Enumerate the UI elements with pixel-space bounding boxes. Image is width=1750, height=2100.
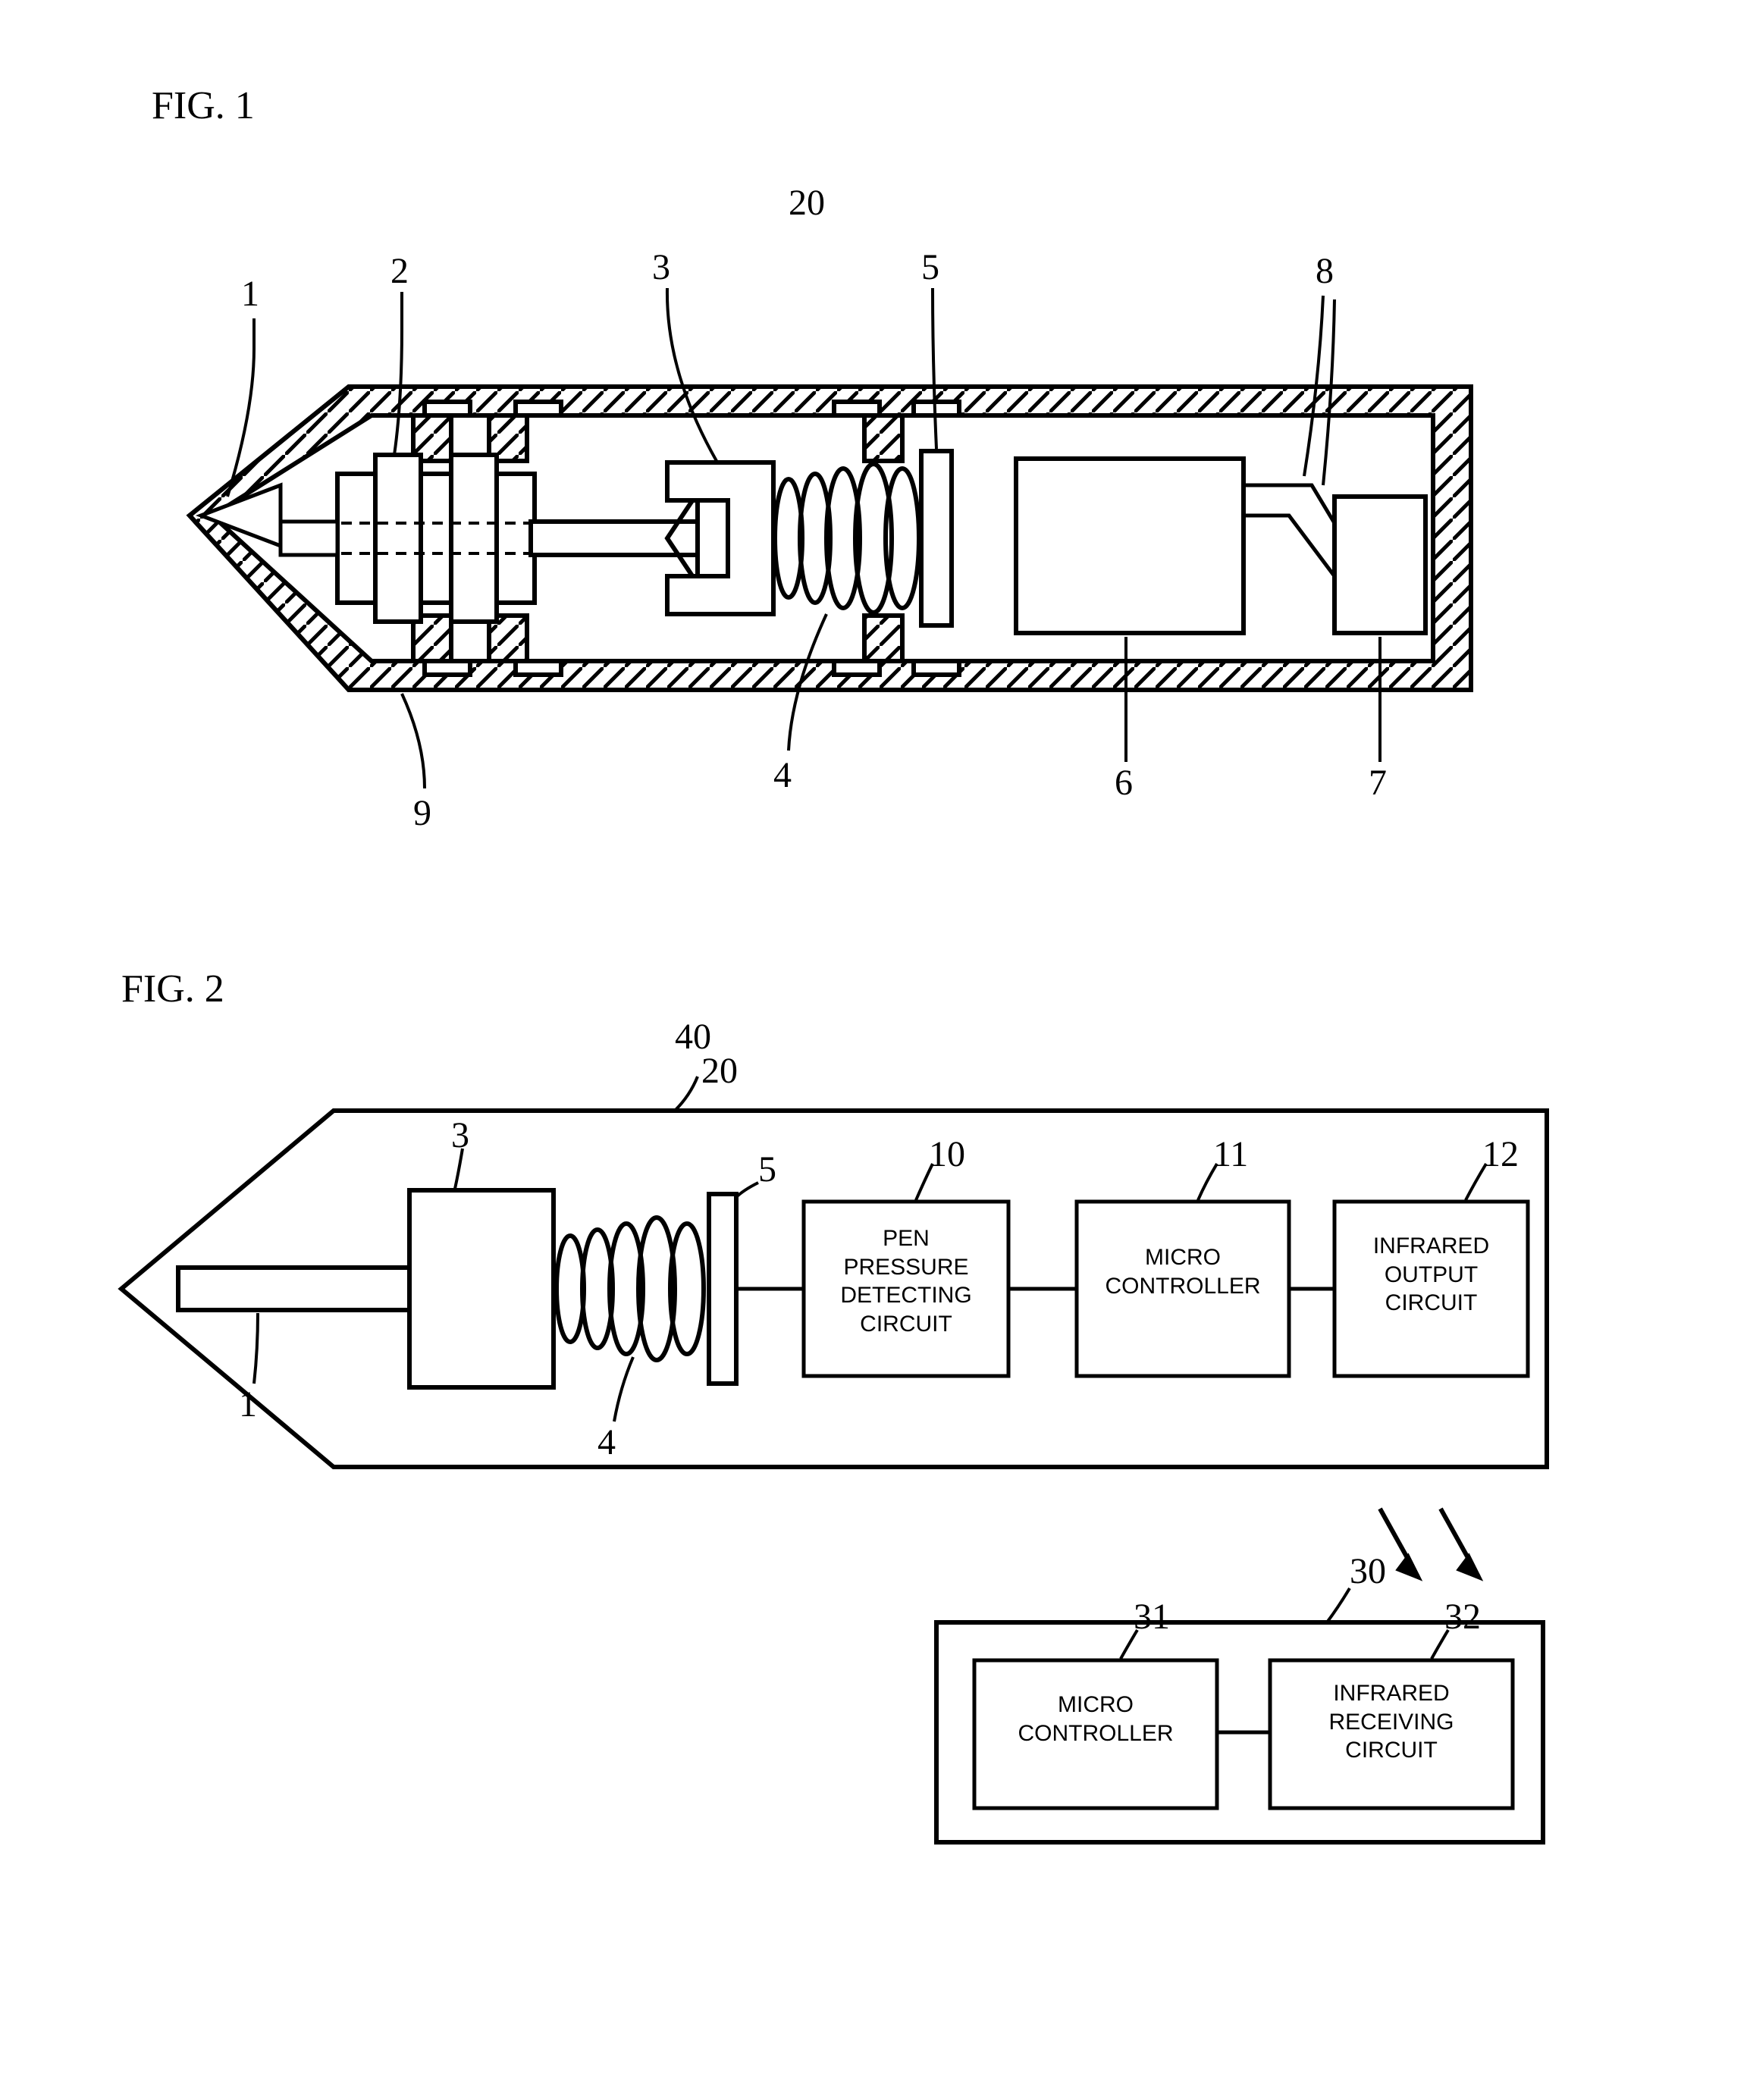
fig1-p6: 6: [1115, 762, 1133, 804]
fig1-p3: 3: [652, 246, 670, 288]
fig2-p1: 1: [239, 1384, 257, 1425]
fig2-p11: 11: [1213, 1133, 1248, 1175]
fig2-receiver-ref: 30: [1350, 1550, 1386, 1592]
fig2-p10: 10: [929, 1133, 965, 1175]
fig1-p2: 2: [390, 250, 409, 292]
fig2-block12-label: INFRARED OUTPUT CIRCUIT: [1342, 1232, 1520, 1318]
fig1-p7: 7: [1369, 762, 1387, 804]
page: FIG. 1 20: [30, 30, 1750, 2058]
fig2-p5: 5: [758, 1149, 776, 1190]
fig2-block31-label: MICRO CONTROLLER: [986, 1691, 1206, 1747]
fig1-p5: 5: [921, 246, 939, 288]
fig1-p4: 4: [773, 754, 792, 796]
fig2-p12: 12: [1482, 1133, 1519, 1175]
fig2-block11-label: MICRO CONTROLLER: [1088, 1243, 1278, 1300]
fig2-block32-label: INFRARED RECEIVING CIRCUIT: [1281, 1679, 1501, 1765]
fig2-p4: 4: [597, 1421, 616, 1463]
fig2-p3: 3: [451, 1114, 469, 1156]
fig2-p32: 32: [1444, 1596, 1481, 1638]
fig1-p9: 9: [413, 792, 431, 834]
fig2-pen-ref: 20: [701, 1050, 738, 1092]
fig2-p31: 31: [1134, 1596, 1170, 1638]
fig1-p1: 1: [241, 273, 259, 315]
fig1-diagram: [30, 30, 1750, 940]
fig1-p8: 8: [1316, 250, 1334, 292]
fig2-block10-label: PEN PRESSURE DETECTING CIRCUIT: [815, 1224, 997, 1338]
